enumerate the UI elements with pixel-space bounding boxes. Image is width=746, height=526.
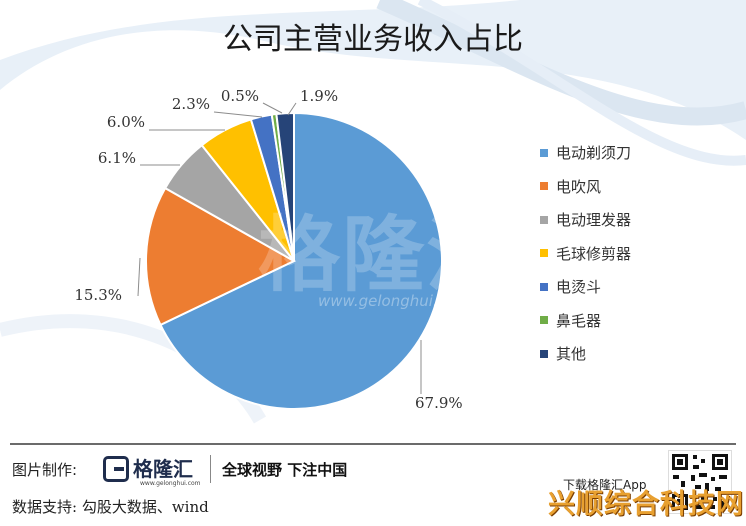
pie-slice-7 <box>275 111 295 262</box>
data-label-4: 6.0% <box>107 113 145 131</box>
legend-swatch <box>540 148 548 157</box>
footer-divider-line <box>10 443 736 445</box>
data-label-2: 15.3% <box>74 286 122 304</box>
chart-title: 公司主营业务收入占比 <box>223 22 523 57</box>
legend-item-5: 电烫斗 <box>540 270 631 304</box>
legend-label: 毛球修剪器 <box>556 244 632 263</box>
legend-label: 电烫斗 <box>556 278 602 297</box>
leader-line-5 <box>213 111 263 118</box>
legend-label: 电动剃须刀 <box>556 144 632 163</box>
legend-label: 电动理发器 <box>556 211 632 230</box>
legend-label: 电吹风 <box>556 177 602 196</box>
data-label-7: 1.9% <box>300 87 338 105</box>
leader-line-2 <box>137 257 141 297</box>
footer-slogan: 全球视野 下注中国 <box>222 461 348 479</box>
brand-logo: 格隆汇 <box>103 453 201 485</box>
footer-vertical-divider <box>210 455 211 483</box>
legend-item-6: 鼻毛器 <box>540 304 631 338</box>
legend-item-1: 电动剃须刀 <box>540 136 631 170</box>
legend-swatch <box>540 316 548 325</box>
leader-line-6 <box>262 102 283 114</box>
pie-slice-1 <box>159 111 443 410</box>
footer-label: 图片制作: <box>12 461 78 479</box>
qr-code-icon[interactable] <box>668 450 732 514</box>
legend-swatch <box>540 349 548 358</box>
data-label-6: 0.5% <box>221 87 259 105</box>
legend-swatch <box>540 215 548 224</box>
legend-swatch <box>540 249 548 258</box>
data-source: 数据支持: 勾股大数据、wind <box>12 498 209 516</box>
data-label-3: 6.1% <box>98 149 136 167</box>
legend-swatch <box>540 282 548 291</box>
chart-legend: 电动剃须刀电吹风电动理发器毛球修剪器电烫斗鼻毛器其他 <box>540 136 631 371</box>
data-label-1: 67.9% <box>415 394 463 412</box>
leader-line-7 <box>287 102 297 116</box>
legend-item-7: 其他 <box>540 337 631 371</box>
brand-url: www.gelonghui.com <box>140 480 201 487</box>
data-label-5: 2.3% <box>172 95 210 113</box>
download-app-text: 下载格隆汇App <box>563 478 647 492</box>
legend-label: 鼻毛器 <box>556 311 602 330</box>
overlay-watermark: 兴顺综合科技网 <box>548 489 744 520</box>
pie-slice-2 <box>145 186 297 327</box>
legend-item-4: 毛球修剪器 <box>540 237 631 271</box>
legend-item-3: 电动理发器 <box>540 203 631 237</box>
brand-mark-icon <box>103 456 129 482</box>
brand-name: 格隆汇 <box>133 457 193 481</box>
legend-swatch <box>540 182 548 191</box>
legend-item-2: 电吹风 <box>540 170 631 204</box>
legend-label: 其他 <box>556 345 587 364</box>
